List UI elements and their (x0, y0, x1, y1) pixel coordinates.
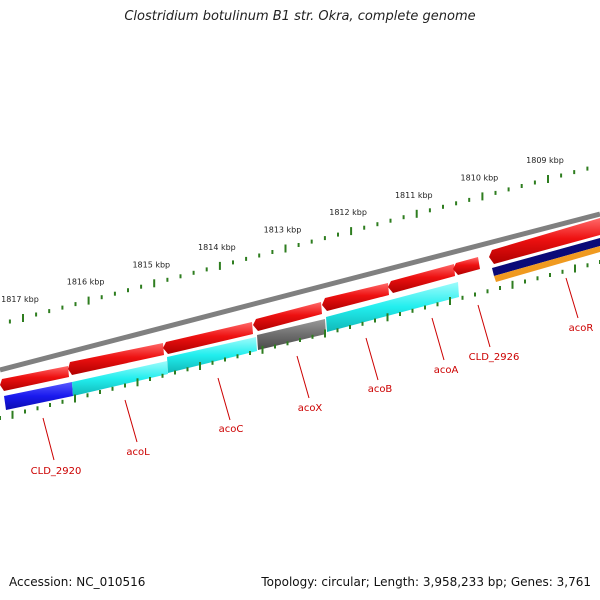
gene-label-acob: acoB (368, 384, 393, 395)
gene-label-acoa: acoA (434, 365, 459, 376)
inner-tick-ruler (0, 260, 600, 420)
map-title: Clostridium botulinum B1 str. Okra, comp… (124, 9, 476, 24)
tick-label: 1817 kbp (1, 295, 39, 304)
tick-label: 1816 kbp (67, 278, 105, 287)
genome-backbone (0, 211, 600, 373)
tick-label: 1815 kbp (132, 260, 170, 269)
tick-label: 1812 kbp (329, 208, 367, 217)
leader-acoc (217, 377, 231, 421)
tick-labels: 1809 kbp 1810 kbp 1811 kbp 1812 kbp 1813 kbp… (1, 156, 564, 304)
cds-arrow-cld2926 (453, 257, 480, 275)
cds-arrow-acob (322, 283, 389, 311)
cds-arrow-acox (253, 302, 322, 331)
gene-labels: CLD_2920 acoL acoC acoX acoB acoA CLD_29… (31, 323, 594, 477)
block-acol (72, 361, 168, 396)
block-acor-navy (492, 238, 600, 276)
genome-summary: Topology: circular; Length: 3,958,233 bp… (261, 575, 591, 589)
gene-label-acox: acoX (298, 403, 323, 414)
tick-label: 1814 kbp (198, 243, 236, 252)
block-cld2920 (4, 382, 73, 410)
leader-acoa (431, 317, 445, 361)
accession-label: Accession: NC_010516 (9, 575, 146, 589)
tick-label: 1813 kbp (264, 226, 302, 235)
tick-label: 1810 kbp (461, 173, 499, 182)
tick-label: 1809 kbp (526, 156, 564, 165)
block-acoc (167, 337, 257, 373)
cds-track-forward (0, 218, 600, 391)
leader-cld2920 (42, 417, 55, 461)
cds-arrow-cld2920 (0, 366, 69, 391)
leader-acob (365, 337, 379, 381)
leader-acor (565, 277, 579, 319)
block-acor-orange (494, 246, 600, 282)
feature-track (4, 238, 600, 410)
gene-label-cld2926: CLD_2926 (469, 352, 520, 363)
gene-label-acoc: acoC (219, 424, 244, 435)
cds-arrow-acoc (163, 322, 253, 354)
block-acob (326, 282, 459, 332)
gene-label-cld2920: CLD_2920 (31, 466, 82, 477)
leader-acox (296, 355, 310, 399)
leader-acol (124, 399, 138, 443)
tick-ruler (8, 166, 589, 324)
tick-label: 1811 kbp (395, 191, 433, 200)
gene-label-acor: acoR (569, 323, 594, 334)
leader-cld2926 (477, 304, 491, 348)
block-acox (257, 319, 326, 350)
cds-arrow-acor (489, 218, 600, 264)
cds-arrow-acoa (388, 264, 455, 293)
cds-arrow-acol (68, 343, 164, 375)
gene-label-acol: acoL (126, 447, 150, 458)
gene-leader-lines (42, 277, 579, 461)
